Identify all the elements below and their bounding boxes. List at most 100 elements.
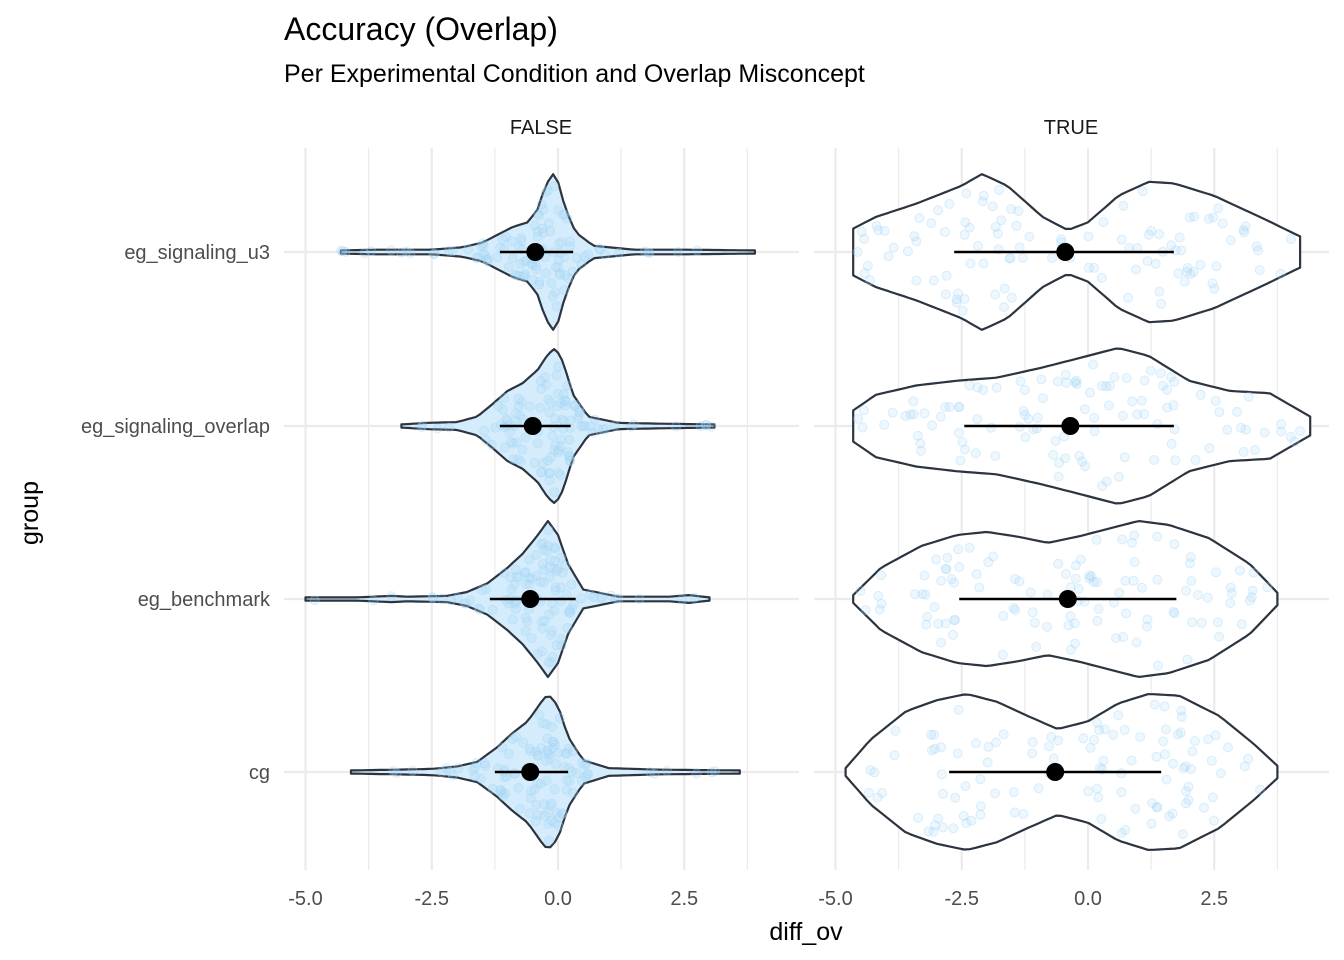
jitter-point (543, 657, 554, 668)
jitter-point (473, 252, 484, 263)
jitter-point (927, 420, 938, 431)
jitter-point (972, 382, 983, 393)
jitter-point (939, 227, 950, 237)
jitter-point (975, 774, 986, 785)
jitter-point (554, 268, 565, 279)
jitter-point (538, 544, 549, 555)
jitter-point (549, 445, 560, 456)
jitter-point (950, 792, 961, 803)
jitter-point (533, 208, 544, 219)
jitter-point (1038, 393, 1048, 404)
jitter-point (576, 259, 587, 270)
jitter-point (1192, 590, 1203, 600)
jitter-point (1214, 631, 1225, 642)
jitter-point (1075, 554, 1086, 565)
jitter-point (930, 820, 941, 831)
jitter-point (609, 420, 620, 431)
jitter-point (1091, 534, 1102, 545)
jitter-point (971, 569, 982, 580)
jitter-point (564, 607, 575, 618)
jitter-point (510, 270, 520, 280)
jitter-point (538, 718, 548, 729)
jitter-point (546, 798, 557, 809)
jitter-point (879, 225, 890, 236)
jitter-point (1117, 410, 1128, 421)
jitter-point (555, 441, 566, 452)
jitter-point (917, 589, 928, 600)
jitter-point (1123, 292, 1134, 303)
jitter-point (1117, 534, 1128, 545)
jitter-point (595, 593, 606, 604)
jitter-point (1236, 619, 1247, 630)
jitter-point (935, 411, 946, 422)
jitter-point (532, 649, 543, 659)
jitter-point (545, 226, 556, 237)
jitter-point (990, 289, 1001, 300)
jitter-point (479, 758, 490, 769)
jitter-point (661, 765, 672, 776)
jitter-point (643, 247, 654, 258)
jitter-point (1042, 621, 1052, 632)
jitter-point (933, 618, 944, 629)
jitter-point (1168, 607, 1179, 617)
jitter-point (1084, 573, 1095, 584)
jitter-point (487, 604, 498, 615)
jitter-point (541, 379, 552, 390)
x-axis-title: diff_ov (769, 918, 843, 946)
jitter-point (938, 822, 948, 833)
jitter-point (1295, 426, 1305, 437)
jitter-point (1009, 574, 1020, 584)
jitter-point (583, 249, 593, 260)
jitter-point (1027, 607, 1038, 618)
jitter-point (1004, 253, 1015, 264)
jitter-point (873, 590, 884, 601)
jitter-point (510, 768, 521, 779)
jitter-point (1137, 186, 1148, 197)
jitter-point (518, 737, 529, 748)
jitter-point (1259, 427, 1270, 438)
jitter-point (498, 791, 509, 801)
jitter-point (368, 595, 379, 606)
jitter-point (1139, 409, 1150, 420)
jitter-point (1172, 729, 1183, 740)
jitter-point (857, 422, 868, 433)
jitter-point (1248, 567, 1259, 578)
jitter-point (915, 438, 926, 449)
jitter-point (535, 467, 546, 478)
jitter-point (1020, 409, 1030, 420)
jitter-point (978, 258, 989, 269)
jitter-point (562, 380, 573, 391)
jitter-point (571, 252, 582, 263)
jitter-point (933, 813, 944, 824)
jitter-point (1052, 376, 1063, 387)
jitter-point (1246, 592, 1257, 603)
jitter-point (556, 237, 567, 248)
jitter-point (521, 255, 532, 266)
jitter-point (508, 453, 519, 464)
jitter-point (1196, 617, 1207, 628)
jitter-point (563, 763, 574, 774)
jitter-point (309, 595, 320, 606)
jitter-point (606, 590, 617, 601)
jitter-point (479, 425, 490, 436)
jitter-point (1166, 240, 1177, 251)
jitter-point (941, 564, 952, 575)
jitter-point (539, 372, 550, 383)
jitter-point (1065, 644, 1076, 655)
jitter-point (902, 246, 913, 257)
jitter-point (507, 614, 518, 625)
jitter-point (951, 297, 962, 308)
jitter-point (999, 302, 1010, 313)
jitter-point (1244, 595, 1255, 606)
jitter-point (447, 246, 458, 257)
jitter-point (541, 719, 552, 730)
jitter-point (996, 215, 1007, 226)
jitter-point (982, 757, 993, 768)
jitter-point (499, 392, 510, 403)
jitter-point (926, 218, 937, 229)
jitter-point (577, 776, 587, 786)
jitter-point (553, 205, 564, 216)
jitter-point (446, 595, 456, 606)
jitter-point (515, 803, 525, 814)
jitter-point (960, 781, 971, 792)
